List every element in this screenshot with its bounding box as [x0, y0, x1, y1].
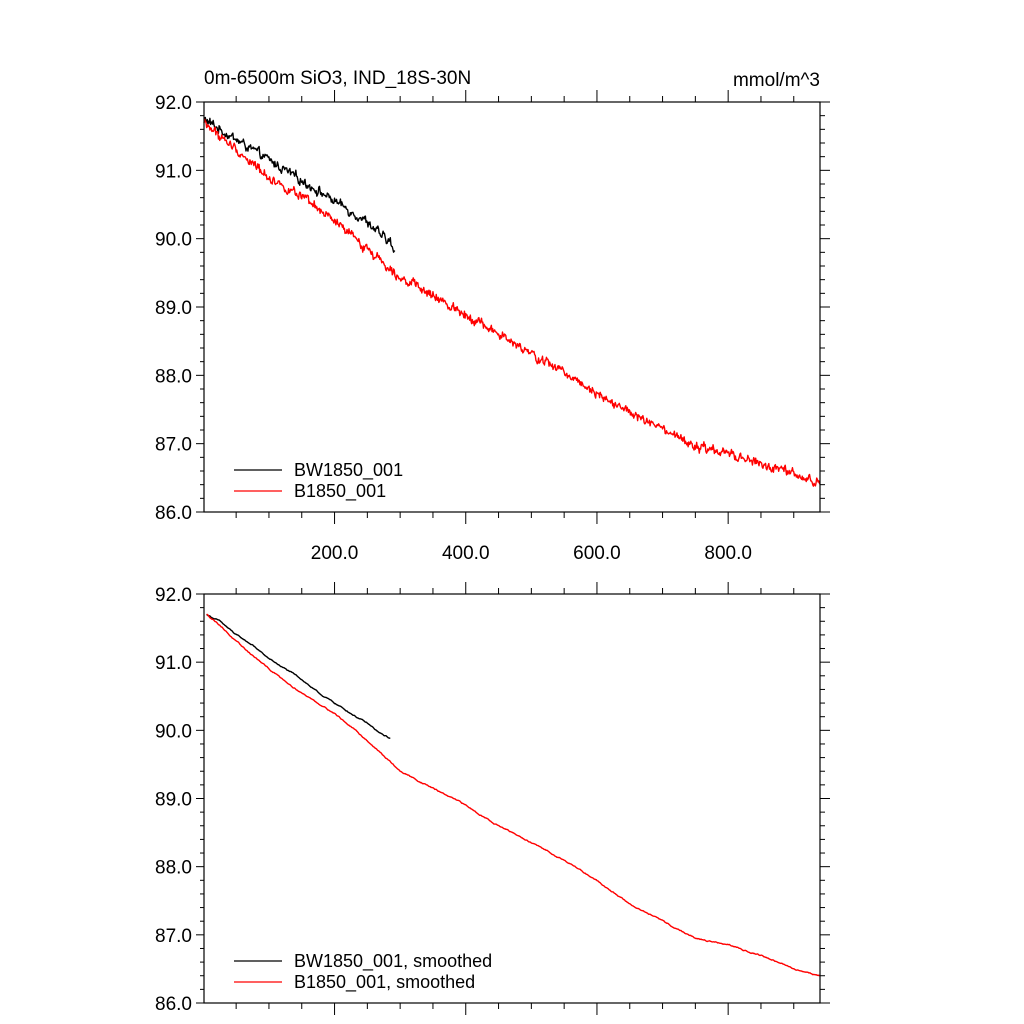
top-panel: 86.0 87.0 88.0 89.0 90.0 91.0 92.0 200.0 400.0 60…: [155, 90, 830, 564]
bottom-legend: BW1850_001, smoothed B1850_001, smoothed: [234, 951, 492, 993]
bottom-panel: 86.0 87.0 88.0 89.0 90.0 91.0 92.0 BW1850_001,…: [155, 582, 830, 1015]
top-legend: BW1850_001 B1850_001: [234, 460, 403, 502]
top-series-group: [203, 116, 821, 487]
top-axis-ticks: [196, 90, 830, 524]
y-tick-label: 87.0: [155, 926, 192, 947]
y-tick-label: 92.0: [155, 93, 192, 114]
y-tick-label: 91.0: [155, 653, 192, 674]
series-line-bw1850-001-smoothed: [206, 613, 391, 740]
y-tick-label: 87.0: [155, 435, 192, 456]
bottom-plot-frame: [203, 593, 821, 1004]
y-tick-label: 91.0: [155, 161, 192, 182]
y-tick-label: 88.0: [155, 366, 192, 387]
units-label: mmol/m^3: [733, 70, 820, 91]
bottom-series-group: [206, 613, 821, 977]
series-line-b1850-001-smoothed: [206, 613, 821, 977]
top-plot-frame: [203, 101, 821, 513]
y-tick-label: 89.0: [155, 298, 192, 319]
legend-label-b1850: B1850_001: [294, 481, 386, 502]
y-tick-label: 90.0: [155, 721, 192, 742]
y-tick-label: 86.0: [155, 503, 192, 524]
x-tick-label: 600.0: [573, 543, 621, 564]
x-tick-label: 200.0: [311, 543, 359, 564]
y-tick-label: 90.0: [155, 230, 192, 251]
x-tick-label: 400.0: [442, 543, 490, 564]
legend-label-bw1850: BW1850_001: [294, 460, 403, 481]
bottom-axis-labels: 86.0 87.0 88.0 89.0 90.0 91.0 92.0: [155, 585, 192, 1015]
y-tick-label: 86.0: [155, 994, 192, 1015]
bottom-axis-ticks: [196, 582, 830, 1015]
legend-label-bw1850-smoothed: BW1850_001, smoothed: [294, 951, 492, 972]
series-line-b1850-001: [203, 118, 821, 487]
legend-label-b1850-smoothed: B1850_001, smoothed: [294, 972, 475, 993]
y-tick-label: 92.0: [155, 585, 192, 606]
y-tick-label: 89.0: [155, 790, 192, 811]
series-line-bw1850-001: [203, 116, 396, 253]
x-tick-label: 800.0: [704, 543, 752, 564]
top-axis-labels: 86.0 87.0 88.0 89.0 90.0 91.0 92.0 200.0 400.0 60…: [155, 93, 752, 564]
chart-title: 0m-6500m SiO3, IND_18S-30N: [204, 68, 471, 89]
y-tick-label: 88.0: [155, 858, 192, 879]
